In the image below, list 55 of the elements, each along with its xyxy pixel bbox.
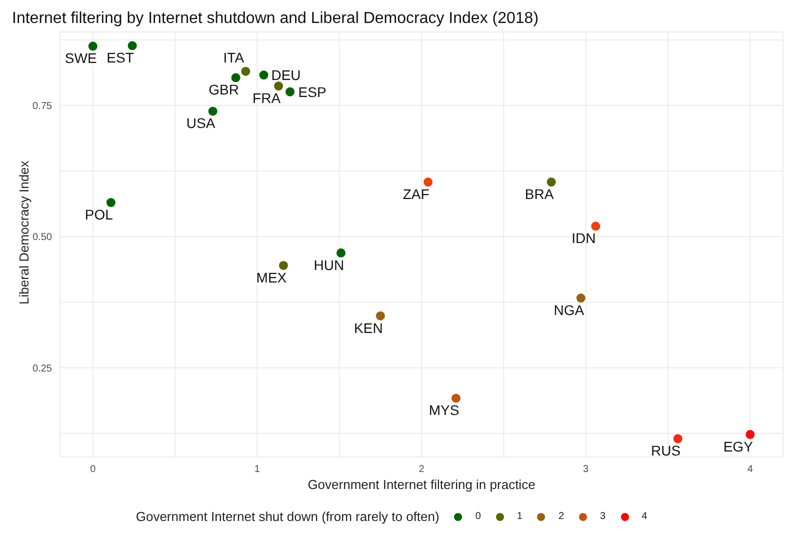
annotation: IDN: [572, 230, 596, 246]
legend-title: Government Internet shut down (from rarely to often): [136, 509, 440, 524]
annotation: POL: [84, 206, 114, 223]
annotation: HUN: [314, 256, 344, 273]
chart-title: Internet filtering by Internet shutdown and Liberal Democracy Index (2018): [11, 9, 540, 29]
x-axis-title: Government Internet filtering in practice: [308, 477, 536, 492]
annotation: MYS: [428, 402, 460, 418]
point: [274, 82, 284, 91]
point: [106, 198, 116, 208]
point: [241, 66, 250, 76]
x-tick-label: 3: [583, 464, 590, 476]
point: [673, 434, 682, 444]
legend-label: 0: [475, 511, 481, 522]
annotation: EGY: [723, 438, 754, 454]
point: [591, 222, 600, 231]
point: [278, 260, 288, 270]
point: [576, 294, 586, 303]
annotation: EST: [106, 50, 134, 66]
x-tick-label: 0: [90, 464, 96, 476]
point: [424, 178, 433, 187]
point: [259, 70, 268, 80]
y-axis-title: Liberal Democracy Index: [16, 160, 32, 304]
point: [286, 87, 295, 96]
legend-label: 4: [642, 511, 648, 522]
annotation: ESP: [298, 84, 326, 100]
point: [88, 42, 98, 51]
point: [546, 178, 556, 187]
annotation: USA: [186, 115, 216, 132]
annotation: ZAF: [402, 186, 430, 202]
y-tick-label: 0.25: [32, 363, 52, 374]
annotation: FRA: [252, 90, 282, 106]
annotation: RUS: [651, 442, 681, 459]
point: [336, 248, 346, 258]
point: [451, 394, 461, 403]
point: [231, 73, 240, 82]
y-tick-label: 0.75: [32, 101, 52, 112]
annotation: NGA: [554, 302, 585, 318]
annotation: BRA: [524, 186, 554, 202]
x-tick-label: 4: [747, 464, 754, 476]
annotation: ITA: [223, 49, 245, 66]
legend-label: 1: [516, 511, 522, 522]
annotation: SWE: [64, 50, 97, 66]
annotation: KEN: [354, 320, 383, 336]
point: [746, 430, 755, 439]
annotation: MEX: [256, 269, 288, 286]
x-tick-label: 1: [254, 464, 260, 476]
point: [376, 311, 385, 320]
legend-label: 2: [558, 511, 564, 522]
annotation: DEU: [271, 67, 301, 84]
legend-label: 3: [600, 511, 606, 522]
y-tick-label: 0.50: [32, 232, 52, 244]
point: [208, 106, 218, 116]
point: [128, 41, 137, 50]
annotation: GBR: [208, 82, 239, 98]
x-tick-label: 2: [418, 464, 425, 476]
